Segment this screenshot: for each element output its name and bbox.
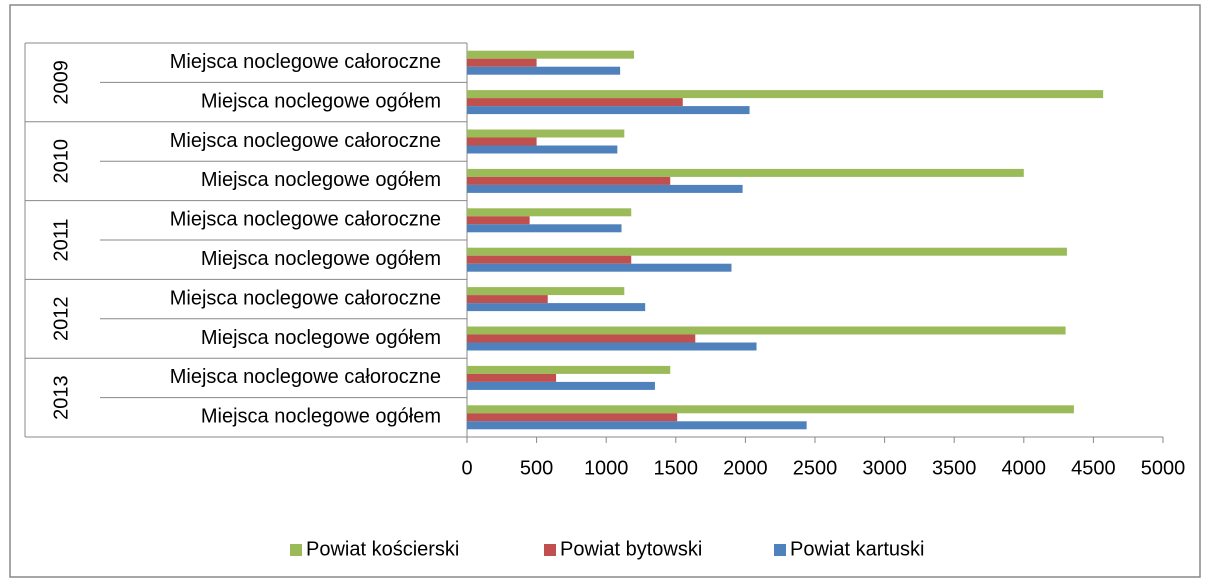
bar bbox=[467, 263, 732, 272]
x-tick-label: 2000 bbox=[723, 457, 768, 479]
x-tick-label: 0 bbox=[461, 457, 472, 479]
y-tick-label: Miejsca noclegowe ogółem bbox=[201, 406, 441, 428]
bar bbox=[467, 168, 1024, 177]
bar bbox=[467, 106, 750, 115]
bar bbox=[467, 90, 1104, 99]
y-tick-label: Miejsca noclegowe całoroczne bbox=[170, 209, 441, 231]
legend-swatch bbox=[774, 544, 786, 556]
bar bbox=[467, 334, 696, 343]
bar bbox=[467, 373, 557, 382]
x-tick-label: 500 bbox=[520, 457, 553, 479]
bar bbox=[467, 129, 625, 138]
bar bbox=[467, 98, 683, 107]
y-tick-label: Miejsca noclegowe ogółem bbox=[201, 248, 441, 270]
x-tick-label: 3000 bbox=[862, 457, 907, 479]
legend-label: Powiat kościerski bbox=[306, 538, 459, 560]
bar bbox=[467, 295, 548, 304]
bar bbox=[467, 342, 757, 351]
legend-swatch bbox=[290, 544, 302, 556]
group-label: 2011 bbox=[50, 218, 72, 261]
y-tick-label: Miejsca noclegowe całoroczne bbox=[170, 287, 441, 309]
group-label: 2013 bbox=[50, 375, 72, 420]
x-tick-label: 4000 bbox=[1002, 457, 1047, 479]
bar bbox=[467, 365, 671, 374]
bar bbox=[467, 303, 646, 312]
bar bbox=[467, 381, 655, 390]
bar bbox=[467, 208, 632, 217]
group-label: 2012 bbox=[50, 297, 72, 342]
bar bbox=[467, 247, 1067, 256]
bar bbox=[467, 50, 635, 59]
bar bbox=[467, 413, 678, 422]
bar bbox=[467, 405, 1074, 414]
bar bbox=[467, 145, 618, 154]
group-label: 2009 bbox=[50, 60, 72, 105]
x-tick-label: 4500 bbox=[1071, 457, 1116, 479]
x-tick-label: 2500 bbox=[793, 457, 838, 479]
bar bbox=[467, 326, 1066, 335]
bar bbox=[467, 176, 671, 185]
bar bbox=[467, 255, 632, 264]
bar bbox=[467, 224, 622, 233]
legend-label: Powiat kartuski bbox=[790, 538, 925, 560]
bar bbox=[467, 421, 807, 430]
y-tick-label: Miejsca noclegowe całoroczne bbox=[170, 366, 441, 388]
bar bbox=[467, 216, 530, 225]
group-label: 2010 bbox=[50, 139, 72, 184]
x-tick-label: 1500 bbox=[654, 457, 699, 479]
x-tick-label: 5000 bbox=[1141, 457, 1186, 479]
bar bbox=[467, 137, 537, 146]
bar bbox=[467, 58, 537, 67]
y-tick-label: Miejsca noclegowe całoroczne bbox=[170, 130, 441, 152]
y-tick-label: Miejsca noclegowe ogółem bbox=[201, 327, 441, 349]
y-tick-label: Miejsca noclegowe ogółem bbox=[201, 169, 441, 191]
bar bbox=[467, 66, 621, 75]
legend-swatch bbox=[544, 544, 556, 556]
y-tick-label: Miejsca noclegowe całoroczne bbox=[170, 51, 441, 73]
x-tick-label: 3500 bbox=[932, 457, 977, 479]
x-tick-label: 1000 bbox=[584, 457, 629, 479]
y-tick-label: Miejsca noclegowe ogółem bbox=[201, 90, 441, 112]
bar bbox=[467, 287, 625, 296]
bar bbox=[467, 184, 743, 193]
legend-label: Powiat bytowski bbox=[560, 538, 702, 560]
